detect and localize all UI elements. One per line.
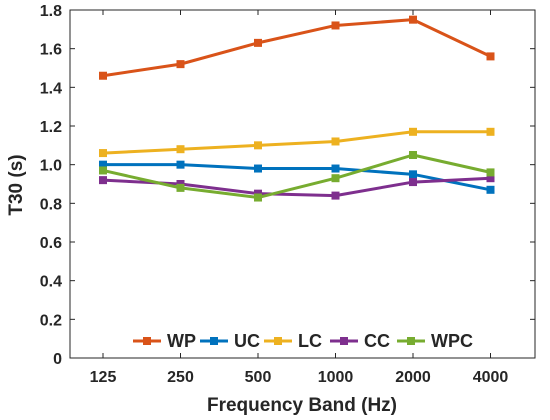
- axes-box: [69, 9, 536, 359]
- legend-label-cc: CC: [364, 331, 390, 351]
- data-point-cc: [409, 178, 417, 187]
- data-point-wpc: [99, 166, 107, 175]
- x-tick-label: 1000: [318, 369, 354, 386]
- legend-marker-lc: [274, 337, 282, 345]
- y-axis-label: T30 (s): [6, 154, 27, 215]
- y-tick-label: 0: [53, 351, 62, 368]
- y-tick-label: 1.0: [40, 158, 62, 175]
- series-line-cc: [102, 176, 491, 198]
- data-point-cc: [486, 174, 495, 183]
- series-line-wpc: [102, 153, 491, 200]
- data-point-lc: [254, 141, 262, 150]
- x-tick-label: 250: [167, 369, 194, 386]
- legend-label-lc: LC: [298, 331, 322, 351]
- y-tick-label: 1.2: [40, 119, 62, 136]
- legend-label-uc: UC: [234, 331, 260, 351]
- y-tick-label: 0.2: [40, 312, 62, 329]
- data-point-cc: [99, 176, 107, 185]
- y-tick-label: 0.8: [40, 196, 62, 213]
- data-point-wp: [331, 21, 340, 30]
- data-point-wpc: [254, 193, 262, 202]
- plot-area: 0 0.2 0.4 0.6 0.8 1.0 1.2 1.4 1.6 1.8 125 250 500 100…: [40, 3, 536, 386]
- legend-label-wp: WP: [167, 331, 196, 351]
- data-point-uc: [176, 160, 185, 169]
- data-point-wpc: [409, 151, 417, 159]
- data-point-uc: [331, 164, 340, 173]
- data-point-wpc: [176, 183, 185, 192]
- data-point-uc: [99, 160, 107, 169]
- data-point-lc: [99, 149, 107, 158]
- y-tick-label: 0.4: [40, 274, 62, 291]
- x-tick-label: 2000: [395, 369, 431, 386]
- data-point-uc: [409, 170, 417, 179]
- legend-marker-cc: [340, 337, 348, 345]
- data-point-lc: [176, 145, 185, 154]
- data-point-wpc: [331, 174, 340, 183]
- series-line-wp: [102, 18, 492, 78]
- x-tick-label: 500: [245, 369, 272, 386]
- x-tick-label: 125: [90, 369, 117, 386]
- data-point-cc: [331, 191, 340, 200]
- series-line-uc: [103, 163, 491, 192]
- x-axis-label: Frequency Band (Hz): [207, 395, 397, 416]
- data-point-wp: [176, 60, 185, 69]
- data-point-lc: [331, 137, 340, 146]
- y-tick-label: 1.4: [40, 80, 62, 97]
- y-tick-label: 1.8: [40, 3, 62, 20]
- data-point-uc: [486, 185, 495, 194]
- legend-label-wpc: WPC: [431, 331, 473, 351]
- y-tick-label: 0.6: [40, 235, 62, 252]
- y-tick-label: 1.6: [40, 42, 62, 59]
- legend-marker-wpc: [407, 337, 415, 345]
- data-point-uc: [254, 164, 262, 173]
- data-point-wp: [99, 71, 107, 80]
- legend-marker-wp: [143, 337, 151, 345]
- series-line-lc: [102, 130, 491, 155]
- legend-marker-uc: [210, 337, 218, 345]
- data-point-wpc: [486, 168, 495, 177]
- data-point-wp: [409, 15, 417, 24]
- x-tick-label: 4000: [473, 369, 509, 386]
- data-point-wp: [254, 38, 262, 47]
- data-point-lc: [486, 127, 495, 136]
- data-point-wp: [486, 52, 495, 61]
- data-point-lc: [409, 127, 417, 136]
